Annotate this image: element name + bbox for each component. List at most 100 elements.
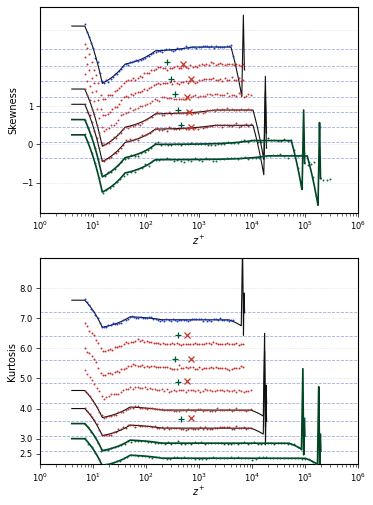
Point — [327, 175, 333, 183]
Point — [155, 439, 161, 447]
Point — [135, 104, 141, 112]
Point — [82, 39, 88, 47]
Point — [219, 105, 225, 113]
Point — [224, 76, 230, 84]
Point — [199, 76, 205, 84]
Point — [213, 339, 219, 347]
Point — [117, 175, 123, 183]
Point — [148, 50, 154, 58]
Point — [285, 453, 291, 462]
Point — [183, 426, 189, 434]
Point — [212, 407, 218, 415]
Point — [91, 126, 97, 134]
Point — [141, 337, 147, 345]
Point — [142, 54, 148, 62]
Point — [103, 347, 109, 355]
Point — [122, 440, 128, 448]
Point — [114, 86, 120, 94]
Point — [138, 437, 144, 445]
Point — [181, 340, 186, 348]
Point — [233, 339, 239, 347]
Point — [195, 109, 201, 117]
Point — [203, 154, 209, 162]
Point — [137, 422, 143, 430]
Point — [153, 315, 159, 323]
Point — [265, 134, 271, 142]
Point — [166, 316, 172, 324]
Point — [241, 388, 247, 396]
Point — [123, 109, 129, 117]
Point — [130, 74, 136, 82]
Point — [120, 141, 126, 149]
Point — [245, 122, 251, 130]
Point — [144, 422, 150, 430]
Point — [151, 439, 157, 447]
Point — [98, 139, 104, 147]
Point — [154, 386, 160, 394]
Point — [159, 405, 165, 413]
Point — [199, 454, 205, 463]
Point — [195, 425, 201, 433]
Point — [93, 336, 99, 344]
Point — [112, 87, 117, 95]
Point — [166, 425, 172, 433]
Point — [106, 430, 112, 438]
Point — [118, 441, 124, 449]
Point — [119, 365, 125, 373]
Point — [197, 108, 203, 116]
Point — [96, 114, 102, 122]
Point — [128, 104, 134, 112]
Point — [167, 454, 173, 463]
Point — [270, 152, 276, 160]
Point — [132, 450, 138, 459]
Point — [245, 155, 251, 163]
Point — [194, 78, 200, 86]
Point — [203, 339, 209, 347]
Point — [233, 364, 239, 372]
Point — [230, 316, 236, 324]
Point — [176, 362, 182, 370]
Point — [214, 121, 220, 129]
Point — [231, 406, 237, 414]
Point — [88, 305, 94, 313]
Point — [231, 364, 237, 372]
Point — [144, 115, 150, 123]
Point — [103, 323, 109, 331]
Point — [119, 96, 125, 104]
Point — [176, 125, 182, 133]
Point — [207, 106, 213, 114]
Point — [220, 155, 226, 163]
Point — [202, 315, 208, 323]
Point — [171, 95, 177, 103]
Point — [209, 106, 215, 114]
Point — [137, 133, 143, 141]
Point — [281, 454, 287, 463]
Point — [112, 368, 117, 376]
Point — [181, 124, 186, 132]
Point — [157, 63, 163, 71]
Point — [125, 315, 131, 323]
Point — [233, 423, 239, 431]
Point — [98, 392, 104, 400]
Point — [178, 157, 184, 165]
Point — [240, 76, 246, 84]
Point — [115, 161, 121, 169]
Point — [191, 315, 197, 323]
Point — [200, 124, 206, 132]
Point — [267, 153, 273, 161]
Point — [123, 424, 129, 432]
Point — [107, 75, 113, 83]
Point — [198, 438, 204, 446]
Point — [204, 42, 210, 50]
Point — [162, 79, 168, 87]
Point — [267, 453, 273, 462]
Point — [82, 85, 88, 93]
Point — [295, 152, 301, 160]
Point — [214, 404, 220, 412]
Point — [171, 77, 177, 85]
Point — [183, 388, 189, 396]
Point — [200, 387, 206, 395]
Point — [205, 439, 211, 447]
Point — [85, 124, 91, 132]
Point — [190, 124, 196, 132]
